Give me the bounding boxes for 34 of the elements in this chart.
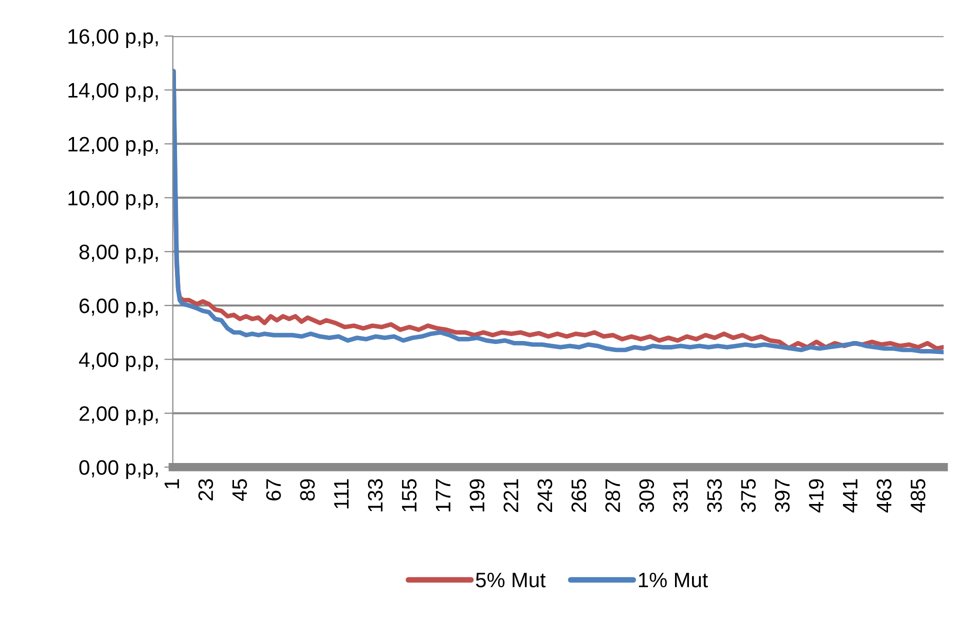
x-tick-label: 155 bbox=[402, 479, 417, 512]
x-tick-label: 331 bbox=[673, 479, 688, 512]
x-tick-label: 485 bbox=[910, 479, 926, 513]
legend-label: 1% Mut bbox=[638, 572, 708, 588]
x-tick-label: 419 bbox=[808, 479, 824, 513]
x-tick-label: 243 bbox=[538, 479, 552, 512]
y-tick-label: 8,00 p,p, bbox=[79, 244, 158, 264]
y-tick-label: 16,00 p,p, bbox=[68, 29, 158, 48]
x-tick-label: 133 bbox=[368, 479, 383, 512]
y-tick-label: 6,00 p,p, bbox=[80, 298, 158, 318]
y-tick-label: 0,00 p,p, bbox=[79, 460, 158, 479]
x-tick-label: 89 bbox=[300, 479, 315, 500]
x-tick-label: 397 bbox=[774, 479, 790, 512]
x-tick-label: 221 bbox=[504, 479, 518, 512]
x-tick-label: 177 bbox=[436, 479, 450, 512]
x-tick-label: 1 bbox=[164, 479, 179, 488]
x-tick-label: 199 bbox=[470, 479, 484, 512]
x-tick-label: 111 bbox=[334, 479, 349, 508]
x-tick-label: 375 bbox=[741, 479, 756, 512]
y-tick-label: 14,00 p,p, bbox=[68, 82, 158, 102]
x-tick-label: 309 bbox=[639, 479, 654, 512]
y-tick-label: 10,00 p,p, bbox=[68, 190, 158, 210]
x-tick-label: 67 bbox=[266, 479, 281, 500]
x-tick-label: 441 bbox=[843, 479, 858, 513]
y-tick-label: 12,00 p,p, bbox=[68, 136, 158, 156]
x-tick-label: 287 bbox=[605, 479, 620, 512]
x-tick-label: 23 bbox=[198, 479, 214, 500]
x-tick-label: 353 bbox=[707, 479, 722, 512]
y-tick-label: 4,00 p,p, bbox=[79, 352, 158, 372]
x-tick-label: 265 bbox=[571, 479, 586, 512]
x-tick-label: 463 bbox=[876, 479, 892, 513]
y-tick-label: 2,00 p,p, bbox=[80, 406, 158, 426]
legend-label: 5% Mut bbox=[476, 572, 546, 588]
x-tick-label: 45 bbox=[232, 479, 247, 501]
